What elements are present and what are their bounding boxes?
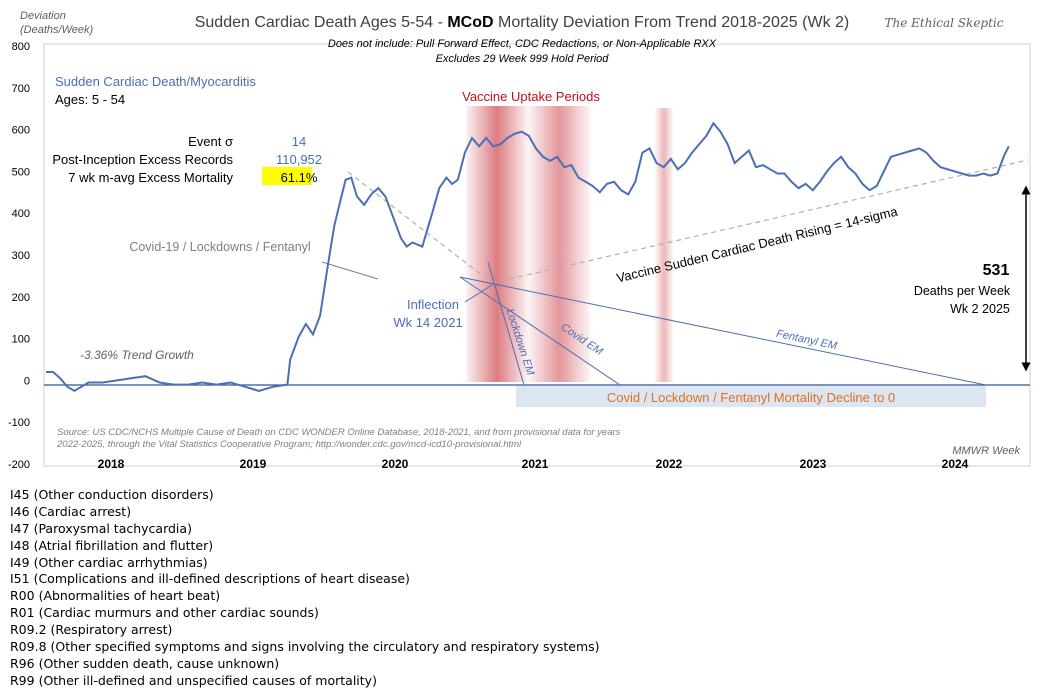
fentanyl-em-line [459, 276, 987, 386]
icd-code-item: I45 (Other conduction disorders) [10, 487, 214, 502]
y-axis-label-1: Deviation [20, 10, 66, 22]
icd-code-item: R09.8 (Other specified symptoms and sign… [10, 639, 600, 655]
icd-code-item: R99 (Other ill-defined and unspecified c… [10, 672, 377, 688]
stat-label: Event σ [188, 134, 233, 149]
x-year-label: 2024 [942, 457, 969, 471]
y-tick-label: -200 [8, 459, 30, 471]
vaccine-band-bivalent [655, 108, 673, 382]
inflection-label-1: Inflection [407, 297, 459, 312]
stats-table: Event σ 14 Post-Inception Excess Records 11… [52, 134, 322, 185]
highlight-box [262, 167, 312, 185]
chart-subtitle-1: Does not include: Pull Forward Effect, C… [328, 38, 717, 50]
stat-value: 110,952 [276, 152, 322, 167]
y-tick-label: 300 [12, 250, 30, 262]
icd-code-item: R09.2 (Respiratory arrest) [10, 622, 173, 638]
covid-trend-dashed [347, 171, 493, 284]
covid-em-line [459, 276, 621, 386]
legend-ages: Ages: 5 - 54 [55, 92, 125, 107]
icd-code-item: I48 (Atrial fibrillation and flutter) [10, 537, 214, 553]
y-tick-label: 500 [12, 166, 30, 178]
decline-box [516, 386, 986, 407]
latest-label-2: Wk 2 2025 [950, 302, 1010, 316]
icd-code-list: I45 (Other conduction disorders) I46 (Car… [10, 487, 600, 690]
covid-pointer-line [321, 261, 379, 280]
x-year-label: 2018 [98, 457, 125, 471]
icd-code-item: R96 (Other sudden death, cause unknown) [10, 655, 280, 671]
x-year-label: 2019 [240, 457, 267, 471]
brand-label: The Ethical Skeptic [885, 16, 1004, 30]
stat-label: Post-Inception Excess Records [52, 152, 233, 167]
vaccine-label: Vaccine Uptake Periods [462, 89, 600, 104]
chart-title: Sudden Cardiac Death Ages 5-54 - MCoD Mo… [195, 14, 850, 31]
stat-value: 61.1% [281, 170, 318, 185]
icd-code-item: I47 (Paroxysmal tachycardia) [10, 520, 192, 536]
icd-code-item: I51 (Complications and ill-defined descr… [10, 571, 410, 587]
vaccine-band-primary [466, 106, 528, 382]
icd-code-item: I46 (Cardiac arrest) [10, 503, 132, 519]
rising-trend-dashed [491, 159, 1029, 284]
stat-label: 7 wk m-avg Excess Mortality [68, 170, 233, 185]
x-year-label: 2023 [800, 457, 827, 471]
icd-code-item: R01 (Cardiac murmurs and other cardiac s… [10, 605, 319, 621]
source-line-2: 2022-2025, through the Vital Statistics … [56, 439, 522, 450]
y-axis-label-2: (Deaths/Week) [20, 24, 93, 36]
inflection-pointer [464, 284, 493, 303]
x-year-label: 2021 [522, 457, 549, 471]
y-tick-label: -100 [8, 417, 30, 429]
stat-value: 14 [292, 134, 306, 149]
y-tick-label: 800 [12, 41, 30, 53]
chart-subtitle-2: Excludes 29 Week 999 Hold Period [436, 53, 610, 65]
fentanyl-em-label: Fentanyl EM [775, 328, 839, 353]
trend-growth-label: -3.36% Trend Growth [80, 348, 194, 362]
inflection-label-2: Wk 14 2021 [393, 315, 462, 330]
y-tick-label: 700 [12, 83, 30, 95]
sudden-cardiac-death-line [46, 121, 1010, 393]
x-axis-years: 2018 2019 2020 2021 2022 2023 2024 [98, 457, 969, 471]
y-axis-ticks: 800 700 600 500 400 300 200 100 0 -100 -200 [8, 41, 30, 471]
x-year-label: 2020 [382, 457, 409, 471]
decline-label: Covid / Lockdown / Fentanyl Mortality De… [607, 390, 895, 405]
mortality-chart: Covid / Lockdown / Fentanyl Mortality De… [8, 10, 1031, 471]
legend-series-name: Sudden Cardiac Death/Myocarditis [55, 74, 256, 89]
y-tick-label: 600 [12, 125, 30, 137]
x-axis-label: MMWR Week [952, 445, 1020, 457]
source-line-1: Source: US CDC/NCHS Multiple Cause of De… [57, 427, 621, 438]
lockdown-em-line [487, 261, 525, 386]
icd-code-item: I49 (Other cardiac arrhythmias) [10, 554, 208, 570]
y-tick-label: 400 [12, 208, 30, 220]
covid-label: Covid-19 / Lockdowns / Fentanyl [129, 240, 310, 254]
y-tick-label: 100 [12, 334, 30, 346]
icd-code-item: R00 (Abnormalities of heart beat) [10, 588, 221, 604]
latest-label-1: Deaths per Week [914, 284, 1011, 298]
latest-value: 531 [983, 262, 1010, 279]
vaccine-bands [466, 106, 673, 382]
y-tick-label: 0 [24, 375, 30, 387]
x-year-label: 2022 [656, 457, 683, 471]
y-tick-label: 200 [12, 292, 30, 304]
